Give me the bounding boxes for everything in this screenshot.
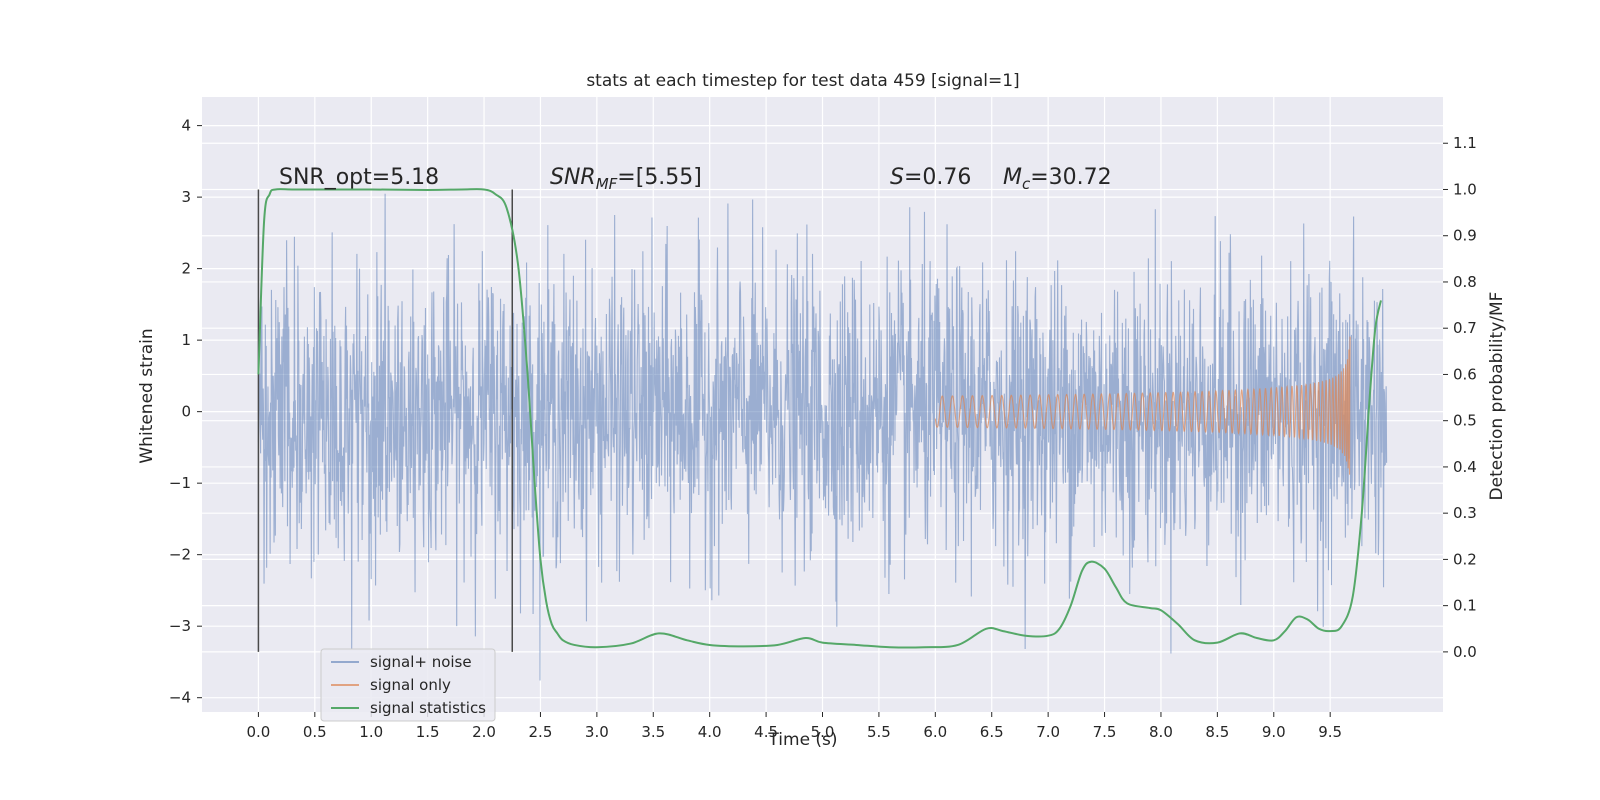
x-tick-label: 9.5 (1318, 723, 1342, 741)
y2-tick-label: 0.4 (1453, 458, 1477, 476)
x-tick-label: 1.0 (359, 723, 383, 741)
legend-label-signal-statistics: signal statistics (370, 699, 486, 717)
y2-tick-label: 1.0 (1453, 180, 1477, 198)
x-tick-label: 6.5 (980, 723, 1004, 741)
y2-tick-label: 0.0 (1453, 643, 1477, 661)
y2-tick-label: 0.3 (1453, 504, 1477, 522)
chart-title: stats at each timestep for test data 459… (586, 71, 1019, 91)
annotation-snr-opt: SNR_opt=5.18 (279, 165, 439, 190)
x-tick-label: 3.0 (585, 723, 609, 741)
legend-label-signal-only: signal only (370, 676, 451, 694)
x-tick-label: 4.0 (698, 723, 722, 741)
annotation-snr-mf: SNRMF=[5.55] (550, 165, 702, 193)
s-value: =0.76 (904, 165, 971, 190)
y2-axis-label: Detection probability/MF (1487, 292, 1507, 501)
y-tick-label: 3 (181, 188, 191, 206)
x-tick-label: 1.5 (416, 723, 440, 741)
y-tick-label: −1 (169, 474, 191, 492)
signal-only-series (934, 336, 1351, 475)
signal-trace (934, 336, 1351, 475)
s-symbol: S (890, 165, 904, 190)
mc-value: =30.72 (1030, 165, 1111, 190)
x-tick-label: 0.5 (303, 723, 327, 741)
annotation-s: S=0.76 (890, 165, 971, 190)
x-tick-label: 9.0 (1262, 723, 1286, 741)
x-tick-label: 7.0 (1036, 723, 1060, 741)
snr-mf-value: =[5.55] (617, 165, 702, 190)
y-tick-label: −2 (169, 546, 191, 564)
x-axis-label: Time (s) (767, 730, 837, 750)
x-tick-label: 5.5 (867, 723, 891, 741)
y-tick-label: 1 (181, 331, 191, 349)
legend-box (320, 648, 496, 722)
y-tick-label: 4 (181, 117, 191, 135)
y2-tick-label: 0.9 (1453, 227, 1477, 245)
legend: signal+ noise signal only signal statist… (320, 648, 496, 722)
y2-tick-label: 1.1 (1453, 134, 1477, 152)
y2-tick-label: 0.5 (1453, 412, 1477, 430)
x-tick-label: 7.5 (1093, 723, 1117, 741)
y-tick-label: −4 (169, 689, 191, 707)
annotation-mc: Mc=30.72 (1003, 165, 1112, 193)
interval-markers (257, 189, 513, 652)
y-axis-ticks: 4 3 2 1 0 −1 −2 −3 −4 (169, 117, 202, 707)
y2-tick-label: 0.2 (1453, 550, 1477, 568)
x-tick-label: 5.0 (811, 723, 835, 741)
y-tick-label: 0 (181, 403, 191, 421)
x-tick-label: 2.5 (529, 723, 553, 741)
signal-plus-noise-series (257, 193, 1388, 681)
mc-symbol: M (1003, 165, 1022, 190)
statistics-line (257, 188, 1382, 649)
y-axis-label: Whitened strain (137, 328, 157, 463)
y2-tick-label: 0.7 (1453, 319, 1477, 337)
legend-label-signal-plus-noise: signal+ noise (370, 653, 472, 671)
x-tick-label: 0.0 (246, 723, 270, 741)
x-tick-label: 2.0 (472, 723, 496, 741)
signal-statistics-series (257, 188, 1382, 649)
x-tick-label: 8.0 (1149, 723, 1173, 741)
x-tick-label: 3.5 (641, 723, 665, 741)
mc-subscript: c (1022, 175, 1031, 193)
y2-tick-label: 0.8 (1453, 273, 1477, 291)
snr-mf-subscript: MF (596, 175, 618, 193)
y-tick-label: −3 (169, 617, 191, 635)
y2-axis-ticks: 1.1 1.0 0.9 0.8 0.7 0.6 0.5 0.4 0.3 0.2 0.1 0.0 (1443, 134, 1477, 661)
x-tick-label: 4.5 (754, 723, 778, 741)
x-axis-ticks: 0.0 0.5 1.0 1.5 2.0 2.5 3.0 3.5 4.0 4.5 5.0 5.5 6.0 6… (246, 712, 1342, 741)
y2-tick-label: 0.6 (1453, 365, 1477, 383)
noise-trace (257, 193, 1388, 681)
y2-tick-label: 0.1 (1453, 597, 1477, 615)
y-tick-label: 2 (181, 260, 191, 278)
x-tick-label: 6.0 (923, 723, 947, 741)
x-tick-label: 8.5 (1205, 723, 1229, 741)
snr-mf-symbol: SNR (550, 165, 596, 190)
